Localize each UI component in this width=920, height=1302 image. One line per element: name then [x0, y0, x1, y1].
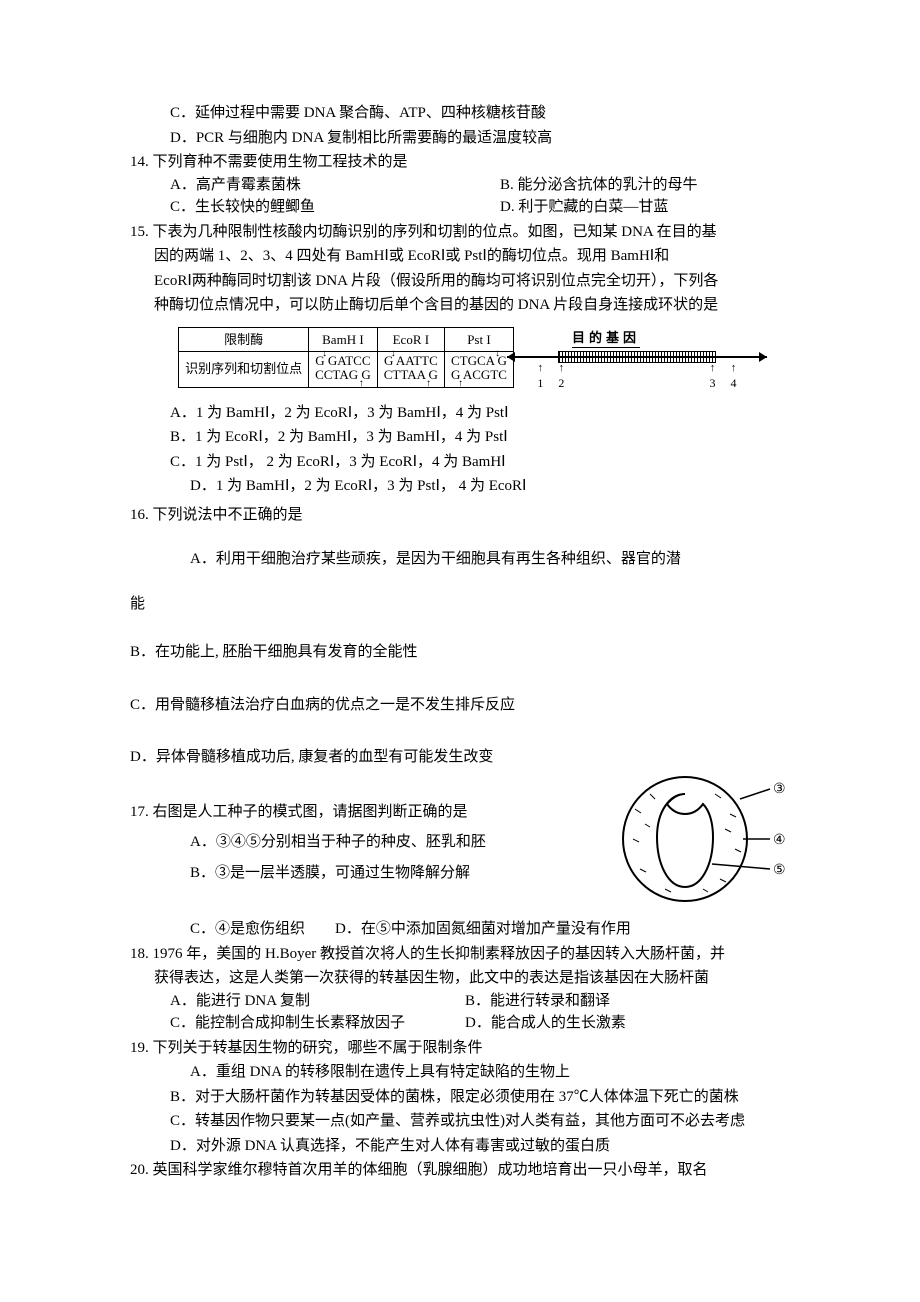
q17-option-d: D．在⑤中添加固氮细菌对增加产量没有作用 [335, 921, 631, 937]
q17-block: 17. 右图是人工种子的模式图，请据图判断正确的是 A．③④⑤分别相当于种子的种… [130, 799, 790, 917]
gene-ticks: 1 2 3 4 [532, 363, 742, 387]
q15-enzyme-table: 限制酶 BamH I EcoR I Pst I 识别序列和切割位点 ↓ G GA… [178, 327, 514, 388]
th-enzyme: 限制酶 [179, 327, 309, 352]
q16-stem: 16. 下列说法中不正确的是 [130, 504, 790, 527]
q14-option-b: B. 能分泌含抗体的乳汁的母牛 [500, 174, 698, 197]
th-ecor: EcoR I [377, 327, 444, 352]
tick-4: 4 [731, 363, 737, 392]
seq-top: G GATCC [315, 354, 371, 368]
q16-option-d: D．异体骨髓移植成功后, 康复者的血型有可能发生改变 [130, 746, 790, 769]
q14-option-c: C．生长较快的鲤鲫鱼 [170, 196, 500, 219]
q16-option-a-l2: 能 [130, 593, 790, 616]
q17-row-cd: C．④是愈伤组织 D．在⑤中添加固氮细菌对增加产量没有作用 [130, 918, 790, 941]
q14-row2: C．生长较快的鲤鲫鱼 D. 利于贮藏的白菜—甘蓝 [130, 196, 790, 219]
tick-3: 3 [710, 363, 716, 392]
q19-option-b: B．对于大肠杆菌作为转基因受体的菌株，限定必须使用在 37℃人体体温下死亡的菌株 [130, 1086, 790, 1109]
q14-row1: A．高产青霉素菌株 B. 能分泌含抗体的乳汁的母牛 [130, 174, 790, 197]
label-3: ③ [773, 782, 786, 797]
td-pst-seq: ↓ CTGCA G G ACGTC ↑ [444, 352, 513, 388]
seq-top: G AATTC [384, 354, 438, 368]
table-row: 限制酶 BamH I EcoR I Pst I [179, 327, 514, 352]
q15-stem-l2: 因的两端 1、2、3、4 四处有 BamHⅠ或 EcoRⅠ或 PstⅠ的酶切位点… [130, 245, 790, 268]
tick-2: 2 [558, 363, 564, 392]
q20-stem: 20. 英国科学家维尔穆特首次用羊的体细胞（乳腺细胞）成功地培育出一只小母羊，取… [130, 1159, 790, 1182]
q15-figure: 限制酶 BamH I EcoR I Pst I 识别序列和切割位点 ↓ G GA… [130, 327, 790, 388]
table-row: 识别序列和切割位点 ↓ G GATCC CCTAG G ↑ ↓ G AATTC … [179, 352, 514, 388]
q19-stem: 19. 下列关于转基因生物的研究，哪些不属于限制条件 [130, 1037, 790, 1060]
q18-stem-l1: 18. 1976 年，美国的 H.Boyer 教授首次将人的生长抑制素释放因子的… [130, 943, 790, 966]
th-bamh: BamH I [309, 327, 378, 352]
q19-option-c: C．转基因作物只要某一点(如产量、营养或抗虫性)对人类有益，其他方面可不必去考虑 [130, 1110, 790, 1133]
th-pst: Pst I [444, 327, 513, 352]
q18-option-d: D．能合成人的生长激素 [465, 1012, 626, 1035]
td-bamh-seq: ↓ G GATCC CCTAG G ↑ [309, 352, 378, 388]
q13-option-d: D．PCR 与细胞内 DNA 复制相比所需要酶的最适温度较高 [130, 127, 790, 150]
q18-stem-l2: 获得表达，这是人类第一次获得的转基因生物，此文中的表达是指该基因在大肠杆菌 [130, 967, 790, 990]
q14-option-a: A．高产青霉素菌株 [170, 174, 500, 197]
q19-option-d: D．对外源 DNA 认真选择，不能产生对人体有毒害或过敏的蛋白质 [130, 1135, 790, 1158]
q18-option-c: C．能控制合成抑制生长素释放因子 [170, 1012, 465, 1035]
label-5: ⑤ [773, 863, 786, 878]
q19-option-a: A．重组 DNA 的转移限制在遗传上具有特定缺陷的生物上 [130, 1061, 790, 1084]
seq-top: CTGCA G [451, 354, 507, 368]
q17-stem: 17. 右图是人工种子的模式图，请据图判断正确的是 [130, 801, 597, 824]
td-ecor-seq: ↓ G AATTC CTTAA G ↑ [377, 352, 444, 388]
q15-option-d: D．1 为 BamHⅠ，2 为 EcoRⅠ，3 为 PstⅠ， 4 为 EcoR… [130, 475, 790, 498]
gene-title: 目的基因 [572, 328, 640, 349]
q15-option-c: C．1 为 PstⅠ， 2 为 EcoRⅠ，3 为 EcoRⅠ，4 为 BamH… [130, 451, 790, 474]
q18-option-b: B．能进行转录和翻译 [465, 990, 610, 1013]
q17-seed-diagram: ③ ④ ⑤ [615, 769, 790, 917]
q13-option-c: C．延伸过程中需要 DNA 聚合酶、ATP、四种核糖核苷酸 [130, 102, 790, 125]
q15-stem-l1: 15. 下表为几种限制性核酸内切酶识别的序列和切割的位点。如图，已知某 DNA … [130, 221, 790, 244]
label-4: ④ [773, 833, 786, 848]
q15-option-a: A．1 为 BamHⅠ，2 为 EcoRⅠ，3 为 BamHⅠ，4 为 PstⅠ [130, 402, 790, 425]
q15-stem-l3: EcoRⅠ两种酶同时切割该 DNA 片段（假设所用的酶均可将识别位点完全切开），… [130, 270, 790, 293]
q15-option-b: B．1 为 EcoRⅠ，2 为 BamHⅠ，3 为 BamHⅠ，4 为 PstⅠ [130, 426, 790, 449]
exam-page: C．延伸过程中需要 DNA 聚合酶、ATP、四种核糖核苷酸 D．PCR 与细胞内… [0, 0, 920, 1242]
q15-gene-diagram: 目的基因 1 2 3 4 [532, 327, 742, 388]
q14-option-d: D. 利于贮藏的白菜—甘蓝 [500, 196, 668, 219]
tick-1: 1 [537, 363, 543, 392]
q18-option-a: A．能进行 DNA 复制 [170, 990, 465, 1013]
q15-stem-l4: 种酶切位点情况中，可以防止酶切后单个含目的基因的 DNA 片段自身连接成环状的是 [130, 294, 790, 317]
q16-option-c: C．用骨髓移植法治疗白血病的优点之一是不发生排斥反应 [130, 694, 790, 717]
q17-option-a: A．③④⑤分别相当于种子的种皮、胚乳和胚 [130, 831, 597, 854]
td-rec-label: 识别序列和切割位点 [179, 352, 309, 388]
q14-stem: 14. 下列育种不需要使用生物工程技术的是 [130, 151, 790, 174]
q18-options: A．能进行 DNA 复制B．能进行转录和翻译 C．能控制合成抑制生长素释放因子D… [130, 990, 790, 1035]
q16-option-b: B．在功能上, 胚胎干细胞具有发育的全能性 [130, 641, 790, 664]
q16-option-a-l1: A．利用干细胞治疗某些顽疾，是因为干细胞具有再生各种组织、器官的潜 [130, 548, 790, 571]
q17-option-c: C．④是愈伤组织 [190, 921, 305, 937]
q17-option-b: B．③是一层半透膜，可通过生物降解分解 [130, 862, 597, 885]
